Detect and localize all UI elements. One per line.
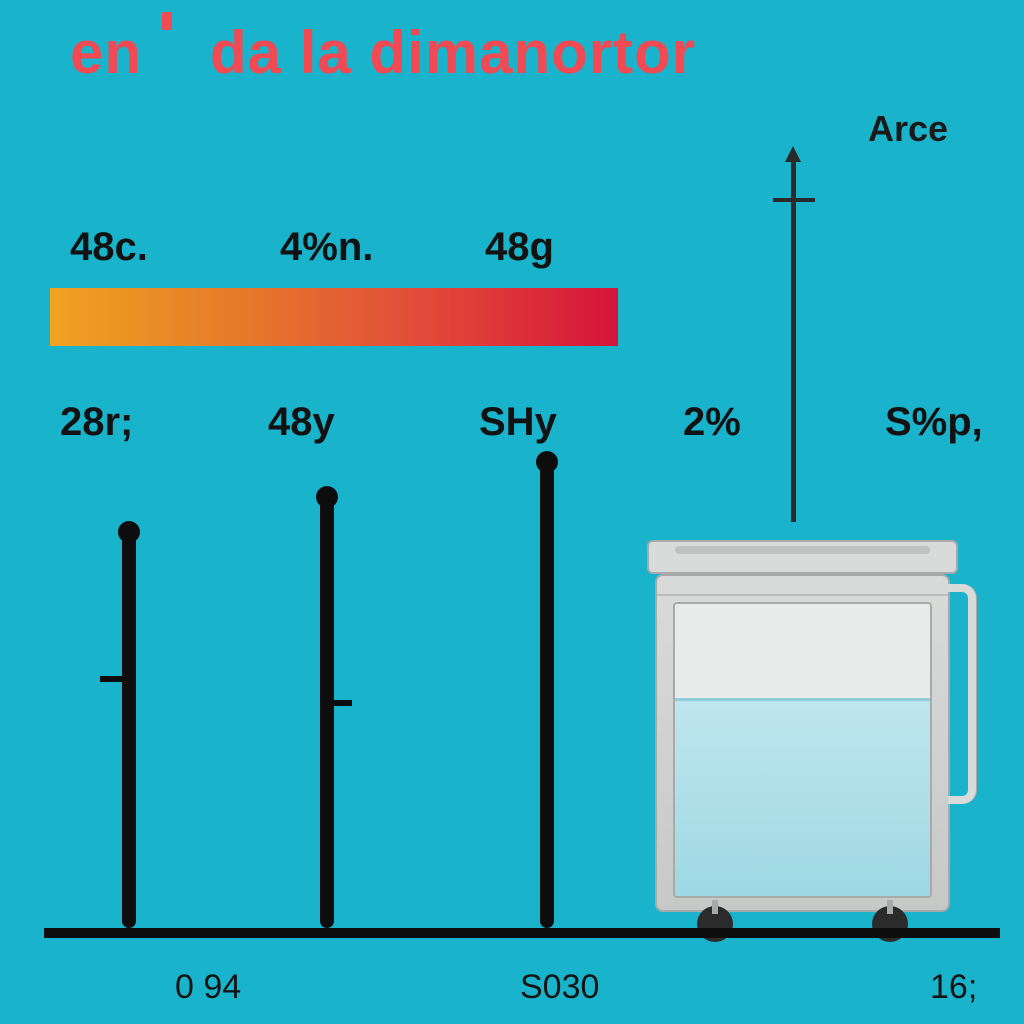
bar-tick-1: [334, 700, 352, 706]
container-water: [675, 700, 930, 896]
antenna-cross: [773, 198, 815, 202]
container-wheel-strut-0: [712, 900, 718, 914]
mid-label-3: 2%: [683, 400, 741, 445]
x-axis-label-2: 16;: [930, 968, 977, 1007]
antenna-tip: [785, 146, 801, 162]
container-handle: [948, 584, 976, 804]
bar-cap-0: [118, 521, 140, 543]
container-wheel-strut-1: [887, 900, 893, 914]
vertical-bar-1: [320, 495, 334, 928]
vertical-bar-0: [122, 530, 136, 928]
top-label-1: 4%n.: [280, 225, 373, 270]
container-rim-line: [655, 594, 950, 596]
container-appliance: [655, 540, 950, 912]
mid-label-2: SHy: [479, 400, 557, 445]
container-water-line: [675, 698, 930, 701]
x-axis-label-0: 0 94: [175, 968, 241, 1007]
x-axis-label-1: S030: [520, 968, 599, 1007]
bar-cap-2: [536, 451, 558, 473]
x-axis-baseline: [44, 928, 1000, 938]
mid-label-1: 48y: [268, 400, 335, 445]
top-label-0: 48c.: [70, 225, 148, 270]
mid-label-0: 28r;: [60, 400, 133, 445]
top-label-2: 48g: [485, 225, 554, 270]
antenna-pole: [791, 162, 796, 522]
chart-canvas: en da la dimanortor Arce 48c. 4%n. 48g 28r; 48y…: [0, 0, 1024, 1024]
mid-label-4: S%p,: [885, 400, 983, 445]
gradient-scale-bar: [50, 288, 618, 346]
bar-cap-1: [316, 486, 338, 508]
container-window: [673, 602, 932, 898]
subtitle-text: Arce: [868, 108, 948, 150]
title-part-2: da la dimanortor: [210, 18, 696, 87]
title-part-1: en: [70, 18, 142, 87]
container-lid-groove: [675, 546, 930, 554]
bar-tick-0: [100, 676, 122, 682]
vertical-bar-2: [540, 460, 554, 928]
title-accent-mark: [162, 12, 172, 30]
